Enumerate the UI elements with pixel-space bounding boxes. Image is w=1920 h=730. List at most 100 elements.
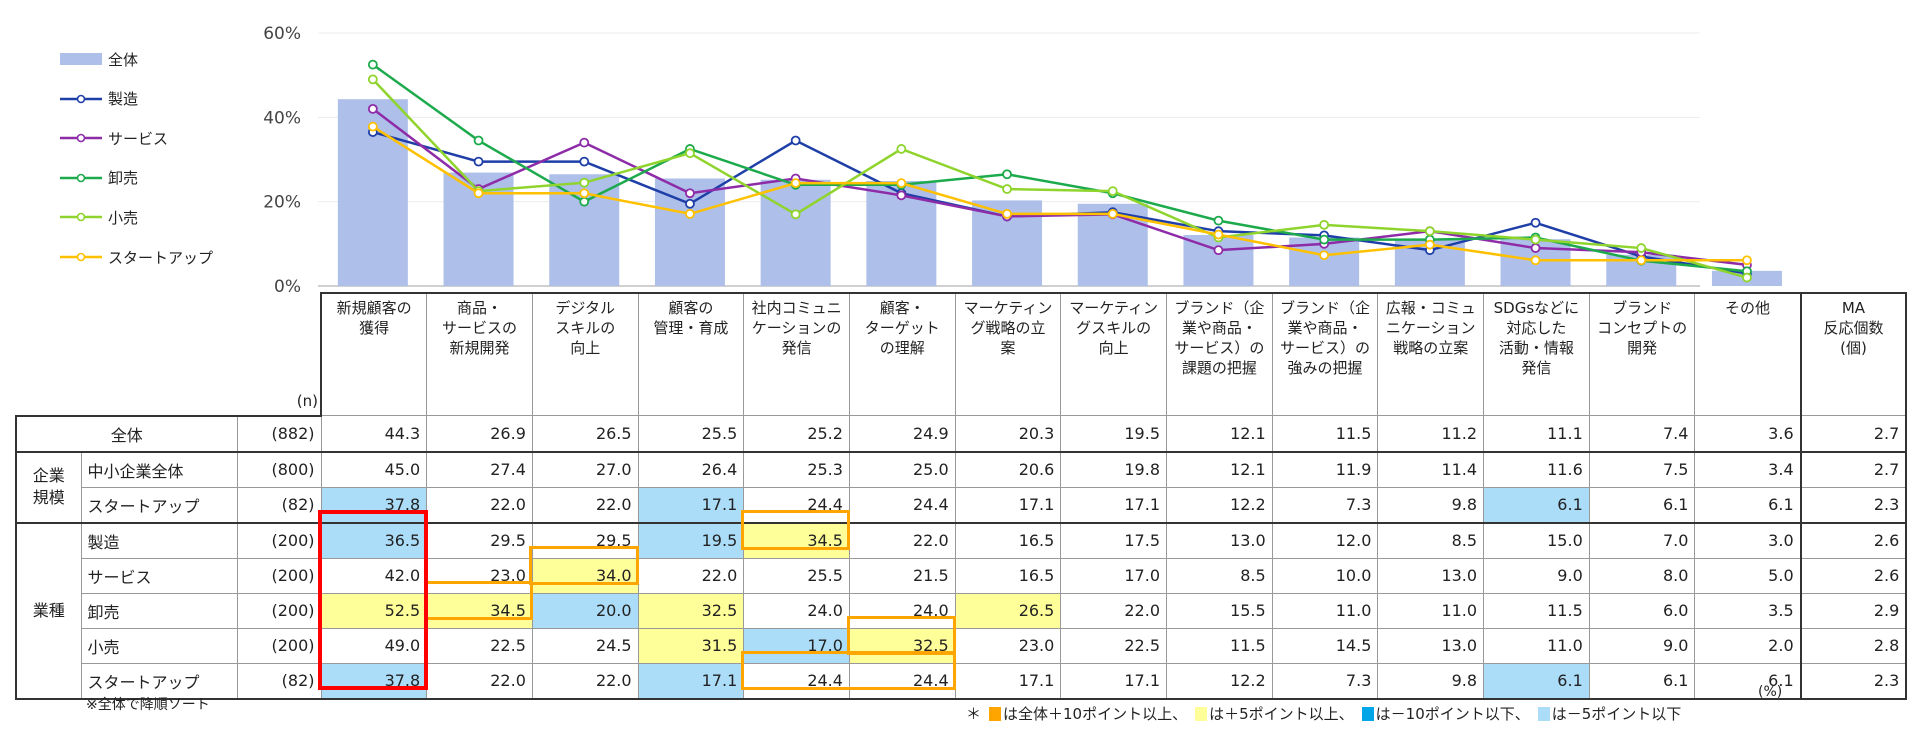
data-cell: 49.0	[320, 627, 428, 664]
data-point	[367, 121, 378, 132]
data-point	[579, 137, 590, 148]
unit-label: (%)	[1758, 684, 1783, 700]
data-cell: 27.4	[426, 451, 533, 488]
color-swatch	[989, 706, 1002, 721]
data-point	[1319, 234, 1330, 245]
data-point	[579, 156, 590, 167]
column-header: その他	[1694, 292, 1802, 416]
column-header: 社内コミュニ ケーションの 発信	[743, 292, 850, 416]
data-cell: 34.5	[743, 522, 850, 559]
data-cell: 9.8	[1377, 662, 1485, 700]
data-cell: 17.0	[1060, 557, 1167, 594]
data-cell: 12.2	[1166, 486, 1273, 524]
data-cell: 42.0	[320, 557, 428, 594]
data-cell: 23.0	[954, 627, 1062, 664]
data-cell: 11.0	[1271, 592, 1379, 629]
data-point	[367, 74, 378, 85]
data-cell: 14.5	[1271, 627, 1379, 664]
data-cell: 34.5	[426, 592, 533, 629]
data-cell: 11.6	[1483, 451, 1590, 488]
data-point	[473, 188, 484, 199]
sort-note: ※全体で降順ソート	[86, 697, 210, 713]
data-point	[473, 135, 484, 146]
data-cell: 17.1	[637, 486, 745, 524]
column-header: 顧客の 管理・育成	[637, 292, 745, 416]
data-cell: 8.5	[1377, 522, 1485, 559]
data-point	[1424, 239, 1435, 250]
data-point	[473, 156, 484, 167]
data-cell: 25.5	[637, 415, 745, 453]
data-point	[1107, 186, 1118, 197]
data-point	[685, 208, 695, 219]
color-swatch	[1537, 706, 1550, 721]
data-point	[1319, 250, 1330, 261]
data-point	[896, 190, 907, 201]
data-cell: 16.5	[954, 522, 1062, 559]
data-cell: 22.0	[637, 557, 745, 594]
data-cell: 24.4	[743, 486, 850, 524]
data-cell: 17.1	[637, 662, 745, 700]
data-cell: 6.1	[1588, 486, 1696, 524]
data-cell: 36.5	[320, 522, 428, 559]
chart: 0% 20% 40% 60%	[263, 24, 1782, 292]
footnote-text: は＋5ポイント以上、	[1209, 705, 1354, 723]
data-cell: 20.3	[954, 415, 1062, 453]
data-table: (n) 新規顧客の 獲得 商品・ サービスの 新規開発 デジタル スキルの 向上 顧客の…	[15, 292, 1908, 700]
data-cell: 9.0	[1483, 557, 1590, 594]
data-cell: 17.1	[1060, 662, 1167, 700]
data-cell: 21.5	[848, 557, 956, 594]
data-cell: 15.5	[1166, 592, 1273, 629]
legend-label: スタートアップ	[108, 248, 214, 267]
y-tick-label: 20%	[263, 193, 301, 213]
legend-line-swatch	[60, 252, 102, 262]
column-header: SDGsなどに 対応した 活動・情報 発信	[1483, 292, 1590, 416]
data-cell: 22.5	[426, 627, 533, 664]
data-point	[1636, 243, 1647, 253]
data-point	[1530, 217, 1541, 228]
data-cell: 37.8	[320, 662, 428, 700]
data-cell: 24.0	[743, 592, 850, 629]
data-cell: 27.0	[531, 451, 639, 488]
data-point	[1319, 219, 1330, 230]
data-cell: 11.9	[1271, 451, 1379, 488]
data-cell: 22.0	[426, 662, 533, 700]
data-cell: 19.5	[637, 522, 745, 559]
data-cell: 3.6	[1694, 415, 1802, 453]
data-point	[896, 178, 907, 189]
data-point	[1002, 208, 1012, 219]
data-cell: 11.5	[1166, 627, 1273, 664]
column-header: 新規顧客の 獲得	[320, 292, 428, 416]
data-point	[579, 188, 590, 199]
data-cell: 2.0	[1694, 627, 1802, 664]
legend-item: 卸売	[60, 168, 138, 188]
row-n: (82)	[236, 486, 322, 524]
row-n: (200)	[236, 557, 322, 594]
data-cell: 6.0	[1588, 592, 1696, 629]
data-cell: 24.4	[848, 486, 956, 524]
row-label: 卸売	[80, 592, 238, 629]
row-n: (200)	[236, 522, 322, 559]
footnote-text: は－10ポイント以下、	[1375, 705, 1530, 723]
row-label: サービス	[80, 557, 238, 594]
data-cell: 11.4	[1377, 451, 1485, 488]
row-group-label: 企業 規模	[15, 451, 82, 524]
column-header: マーケティン グスキルの 向上	[1060, 292, 1167, 416]
data-cell: 3.4	[1694, 451, 1802, 488]
data-cell: 24.5	[531, 627, 639, 664]
data-point	[1530, 243, 1541, 253]
data-cell: 2.7	[1799, 451, 1908, 488]
data-cell: 11.0	[1483, 627, 1590, 664]
data-point	[790, 178, 801, 189]
data-cell: 6.1	[1588, 662, 1696, 700]
data-cell: 7.5	[1588, 451, 1696, 488]
column-header: マーケティン グ戦略の立 案	[954, 292, 1062, 416]
data-cell: 17.0	[743, 627, 850, 664]
data-point	[1107, 208, 1118, 219]
row-label: 小売	[80, 627, 238, 664]
data-cell: 3.0	[1694, 522, 1802, 559]
data-cell: 26.4	[637, 451, 745, 488]
legend-label: 卸売	[108, 169, 139, 188]
data-cell: 45.0	[320, 451, 428, 488]
data-point	[579, 196, 590, 207]
legend-line-swatch	[60, 133, 102, 143]
